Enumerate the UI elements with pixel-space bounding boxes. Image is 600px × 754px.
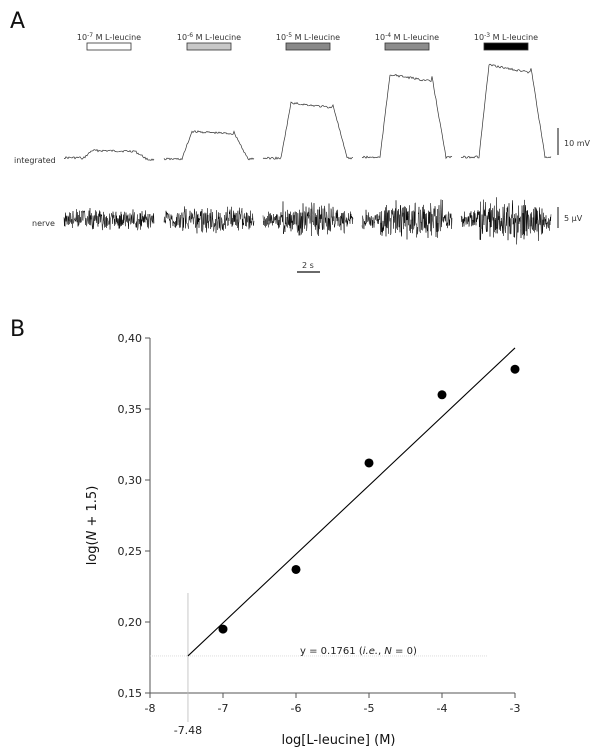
x-tick-label: -6 [291,702,302,715]
data-point [364,458,374,468]
nerve-traces [63,197,552,245]
regression-line [187,347,516,657]
integrated-label: integrated [14,156,56,165]
nerve-trace [361,199,453,240]
stimulus-bar [384,42,430,51]
integrated-trace [460,63,552,159]
panel-b-letter: B [10,317,25,342]
time-scale-label: 2 s [302,261,314,270]
nerve-scale-label: 5 µV [564,214,583,223]
stimulus-bar [86,42,132,51]
stimulus-label: 10-3 M L-leucine [474,32,538,42]
integrated-scale-label: 10 mV [564,139,591,148]
x-axis-title: log[L-leucine] (M) [281,733,395,748]
stimulus-bar [186,42,232,51]
data-point [510,364,520,374]
data-point [437,390,447,400]
integrated-trace [361,74,453,160]
nerve-trace [460,197,552,245]
threshold-x-label: -7.48 [174,724,202,737]
data-point [291,564,301,574]
nerve-trace [63,208,155,231]
integrated-traces [64,63,552,161]
stimulus-bar [483,42,529,51]
y-tick-label: 0,25 [118,545,143,558]
nerve-trace [262,201,354,237]
y-axis-title: log(N + 1.5) [85,486,100,566]
y-tick-label: 0,20 [118,616,143,629]
integrated-trace [262,101,354,160]
integrated-trace [163,130,255,161]
scatter-chart: 0,15 0,20 0,25 0,30 0,35 0,40 -8 -7 -6 -5 -4 -3 -7.4… [85,332,520,748]
stimulus-label: 10-6 M L-leucine [177,32,241,42]
x-tick-label: -5 [364,702,375,715]
x-tick-label: -7 [218,702,229,715]
stimulus-bar [285,42,331,51]
stimulus-label: 10-5 M L-leucine [276,32,340,42]
x-tick-label: -8 [145,702,156,715]
stimulus-label: 10-7 M L-leucine [77,32,141,42]
x-tick-label: -4 [437,702,448,715]
panel-a-letter: A [10,9,25,34]
y-tick-label: 0,30 [118,474,143,487]
nerve-label: nerve [32,219,55,228]
x-tick-label: -3 [510,702,521,715]
nerve-trace [163,206,255,234]
data-point [218,624,228,634]
y-tick-label: 0,35 [118,403,143,416]
y-tick-label: 0,15 [118,687,143,700]
y-tick-label: 0,40 [118,332,143,345]
threshold-equation: y = 0.1761 (i.e., N = 0) [300,646,417,657]
stimulus-bars: 10-7 M L-leucine 10-6 M L-leucine 10-5 M L… [77,32,538,51]
stimulus-label: 10-4 M L-leucine [375,32,439,42]
integrated-trace [64,149,155,161]
